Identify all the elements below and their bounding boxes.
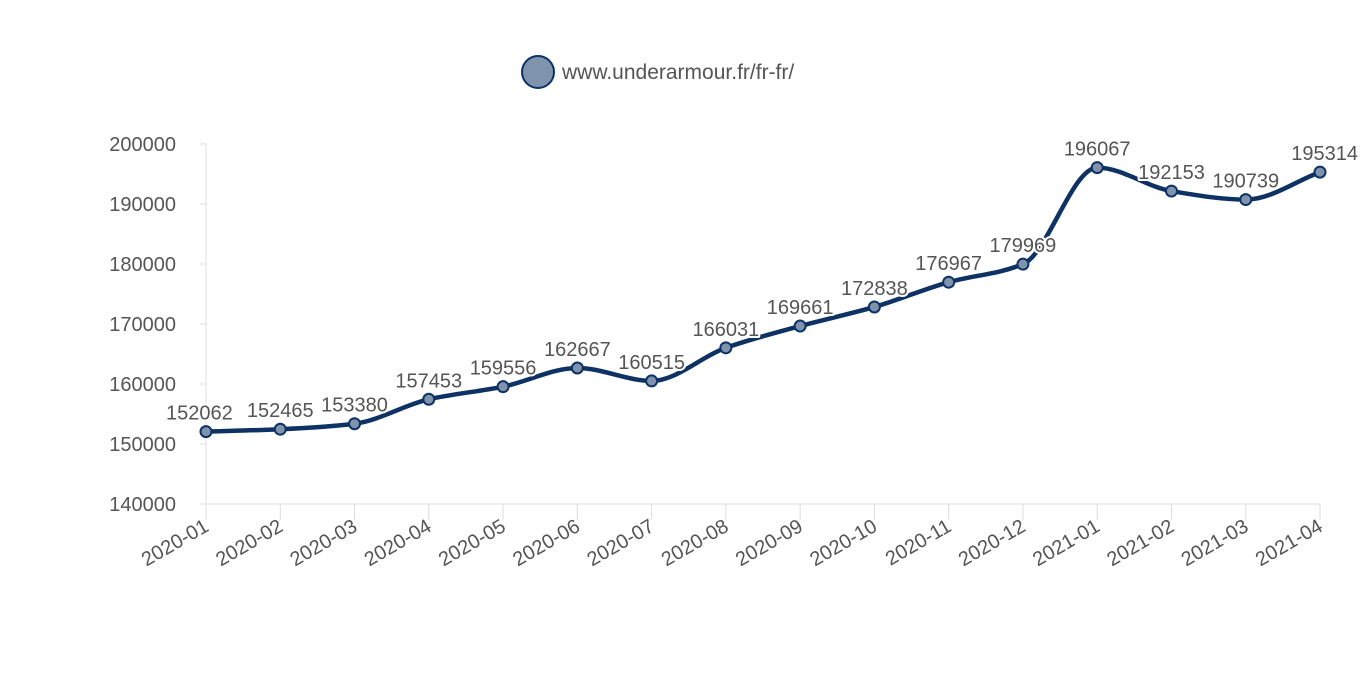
- data-point[interactable]: [199, 425, 213, 439]
- data-point[interactable]: [348, 417, 362, 431]
- data-point[interactable]: [1313, 165, 1327, 179]
- x-tick-label: 2020-12: [955, 515, 1030, 571]
- data-point[interactable]: [422, 392, 436, 406]
- data-label: 169661: [767, 297, 834, 319]
- y-tick-label: 200000: [109, 134, 176, 156]
- x-tick-label: 2020-03: [286, 515, 361, 571]
- data-point[interactable]: [719, 341, 733, 355]
- data-point[interactable]: [496, 380, 510, 394]
- data-label: 162667: [544, 339, 611, 361]
- y-tick-label: 150000: [109, 434, 176, 456]
- data-label: 157453: [395, 370, 462, 392]
- data-label: 195314: [1291, 143, 1358, 165]
- y-tick-label: 170000: [109, 314, 176, 336]
- x-tick-label: 2020-06: [509, 515, 584, 571]
- y-tick-label: 190000: [109, 194, 176, 216]
- data-label: 160515: [618, 352, 685, 374]
- data-point[interactable]: [1239, 193, 1253, 207]
- data-label: 176967: [915, 253, 982, 275]
- x-tick-label: 2020-11: [882, 515, 955, 570]
- data-label: 190739: [1212, 171, 1279, 193]
- legend-label[interactable]: www.underarmour.fr/fr-fr/: [561, 61, 794, 84]
- data-point[interactable]: [1016, 257, 1030, 271]
- data-point[interactable]: [1164, 184, 1178, 198]
- series-line: [203, 165, 1323, 434]
- data-label: 159556: [470, 358, 537, 380]
- x-tick-label: 2020-02: [212, 515, 287, 571]
- data-point[interactable]: [942, 275, 956, 289]
- x-tick-label: 2021-04: [1252, 515, 1327, 571]
- data-label: 166031: [692, 319, 759, 341]
- data-label: 172838: [841, 278, 908, 300]
- legend-marker[interactable]: [521, 55, 555, 89]
- x-tick-label: 2020-05: [435, 515, 510, 571]
- data-label: 152062: [166, 403, 233, 425]
- y-tick-label: 180000: [109, 254, 176, 276]
- data-point[interactable]: [1090, 161, 1104, 175]
- data-point[interactable]: [867, 300, 881, 314]
- data-point[interactable]: [273, 422, 287, 436]
- x-tick-label: 2020-04: [361, 515, 436, 571]
- legend[interactable]: www.underarmour.fr/fr-fr/: [521, 55, 794, 89]
- data-label: 152465: [247, 400, 314, 422]
- x-tick-label: 2020-09: [732, 515, 807, 571]
- x-tick-label: 2020-07: [584, 515, 659, 571]
- x-tick-label: 2020-01: [138, 515, 213, 571]
- data-label: 192153: [1138, 162, 1205, 184]
- data-label: 179969: [990, 235, 1057, 257]
- y-tick-label: 160000: [109, 374, 176, 396]
- data-point[interactable]: [570, 361, 584, 375]
- x-tick-label: 2020-08: [658, 515, 733, 571]
- data-point[interactable]: [793, 319, 807, 333]
- data-label: 153380: [321, 395, 388, 417]
- x-tick-label: 2020-10: [806, 515, 881, 571]
- x-tick-label: 2021-01: [1029, 515, 1104, 571]
- data-point[interactable]: [645, 374, 659, 388]
- x-tick-label: 2021-02: [1103, 515, 1178, 571]
- series-layer: 152062 152465 153380 157453 159556 162667 1605…: [164, 137, 1360, 439]
- data-label: 196067: [1064, 139, 1131, 161]
- x-tick-label: 2021-03: [1178, 515, 1253, 571]
- y-tick-label: 140000: [109, 494, 176, 516]
